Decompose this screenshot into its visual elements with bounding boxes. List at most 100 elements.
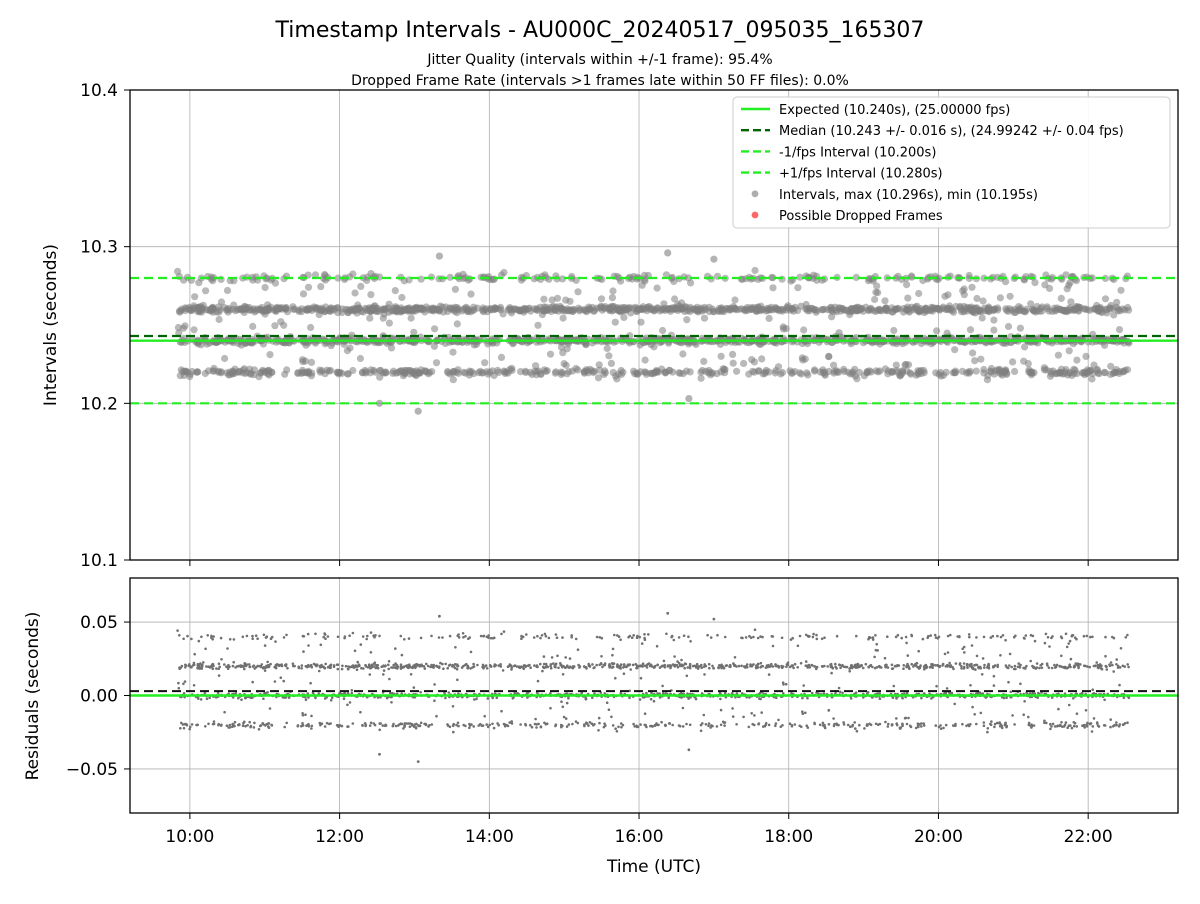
residual-point	[663, 660, 666, 663]
residual-point	[696, 665, 699, 668]
residual-point	[720, 709, 723, 712]
interval-point	[1060, 307, 1067, 314]
residual-point	[1125, 636, 1128, 639]
residual-point	[1009, 653, 1012, 656]
interval-point	[719, 306, 726, 313]
interval-point	[305, 284, 312, 291]
interval-point	[730, 360, 737, 367]
residual-point	[867, 691, 870, 694]
interval-point	[547, 351, 554, 358]
residual-point	[425, 724, 428, 727]
interval-point	[1017, 325, 1024, 332]
residual-point	[696, 663, 699, 666]
interval-point	[506, 366, 513, 373]
interval-point	[202, 287, 209, 294]
residual-point	[408, 637, 411, 640]
residual-point	[785, 683, 788, 686]
residual-point	[377, 664, 380, 667]
residual-point	[799, 635, 802, 638]
residual-point	[983, 666, 986, 669]
residual-point	[570, 636, 573, 639]
residual-point	[225, 665, 228, 668]
residual-point	[1052, 723, 1055, 726]
interval-point	[449, 349, 456, 356]
residual-point	[545, 635, 548, 638]
residual-point	[546, 722, 549, 725]
residual-point	[248, 666, 251, 669]
residual-point	[275, 666, 278, 669]
residual-point	[554, 666, 557, 669]
residual-point	[860, 664, 863, 667]
residual-point	[373, 722, 376, 725]
residual-point	[427, 725, 430, 728]
interval-point	[545, 276, 552, 283]
residual-point	[875, 723, 878, 726]
interval-point	[1086, 367, 1093, 374]
residual-point	[903, 664, 906, 667]
residual-point	[1011, 714, 1014, 717]
interval-point	[390, 368, 397, 375]
residual-point	[664, 724, 667, 727]
residual-point	[893, 685, 896, 688]
residual-point	[352, 722, 355, 725]
residual-point	[551, 656, 554, 659]
residual-point	[848, 670, 851, 673]
interval-point	[969, 349, 976, 356]
residual-point	[868, 666, 871, 669]
residual-point	[932, 664, 935, 667]
residual-point	[455, 724, 458, 727]
residual-point	[844, 666, 847, 669]
residual-point	[865, 663, 868, 666]
residual-point	[1051, 667, 1054, 670]
interval-point	[367, 270, 374, 277]
intervals-y-tick-label: 10.2	[80, 394, 118, 414]
interval-point	[1007, 293, 1014, 300]
residual-point	[908, 667, 911, 670]
legend-swatch-marker	[752, 190, 759, 197]
residual-point	[1068, 665, 1071, 668]
residual-point	[283, 726, 286, 729]
residual-point	[879, 666, 882, 669]
interval-point	[354, 338, 361, 345]
residual-point	[512, 697, 515, 700]
interval-point	[522, 307, 529, 314]
interval-point	[423, 368, 430, 375]
interval-point	[650, 343, 657, 350]
residual-point	[771, 635, 774, 638]
residual-point	[993, 675, 996, 678]
interval-point	[1061, 370, 1068, 377]
residual-point	[993, 726, 996, 729]
residual-point	[480, 635, 483, 638]
residual-point	[182, 638, 185, 641]
residual-point	[256, 637, 259, 640]
residual-point	[920, 722, 923, 725]
residual-point	[612, 648, 615, 651]
residual-point	[612, 666, 615, 669]
residual-point	[550, 663, 553, 666]
residual-point	[493, 727, 496, 730]
residual-point	[945, 665, 948, 668]
residual-point	[963, 662, 966, 665]
residual-point	[838, 687, 841, 690]
residual-point	[542, 666, 545, 669]
residual-point	[821, 638, 824, 641]
interval-point	[997, 368, 1004, 375]
residual-point	[922, 722, 925, 725]
residual-point	[993, 684, 996, 687]
interval-point	[416, 370, 423, 377]
interval-point	[980, 369, 987, 376]
interval-point	[796, 369, 803, 376]
residual-point	[613, 634, 616, 637]
residual-point	[761, 636, 764, 639]
residual-point	[947, 651, 950, 654]
residual-point	[673, 664, 676, 667]
interval-point	[612, 319, 619, 326]
interval-point	[802, 356, 809, 363]
interval-point	[519, 338, 526, 345]
residual-point	[250, 725, 253, 728]
residual-point	[360, 667, 363, 670]
residual-point	[819, 724, 822, 727]
residual-point	[265, 636, 268, 639]
residual-point	[923, 665, 926, 668]
residual-point	[300, 667, 303, 670]
